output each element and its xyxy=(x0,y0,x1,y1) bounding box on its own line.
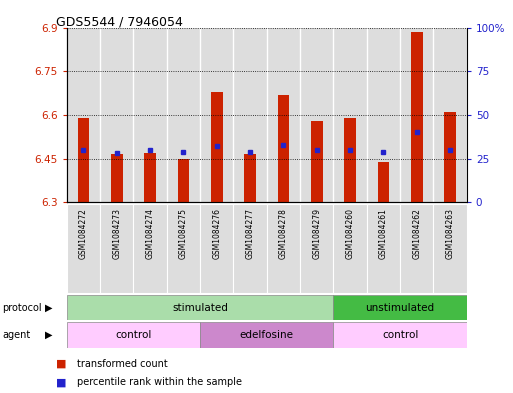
Bar xyxy=(333,28,367,202)
Bar xyxy=(333,204,367,293)
Text: GSM1084277: GSM1084277 xyxy=(246,208,254,259)
Text: GSM1084278: GSM1084278 xyxy=(279,208,288,259)
Text: transformed count: transformed count xyxy=(77,358,168,369)
Bar xyxy=(311,121,323,202)
Bar xyxy=(100,204,133,293)
Text: protocol: protocol xyxy=(3,303,42,312)
Text: GSM1084260: GSM1084260 xyxy=(346,208,354,259)
Text: GSM1084262: GSM1084262 xyxy=(412,208,421,259)
Bar xyxy=(200,204,233,293)
Text: ▶: ▶ xyxy=(45,330,52,340)
Text: GSM1084279: GSM1084279 xyxy=(312,208,321,259)
Bar xyxy=(133,204,167,293)
Bar xyxy=(211,92,223,202)
Text: GSM1084275: GSM1084275 xyxy=(179,208,188,259)
Bar xyxy=(167,28,200,202)
Bar xyxy=(267,28,300,202)
Bar xyxy=(67,204,100,293)
Bar xyxy=(167,204,200,293)
Bar xyxy=(378,162,389,202)
Bar xyxy=(300,204,333,293)
Bar xyxy=(67,28,100,202)
Text: control: control xyxy=(115,330,151,340)
Text: GSM1084274: GSM1084274 xyxy=(146,208,154,259)
Bar xyxy=(67,295,333,320)
Text: GSM1084273: GSM1084273 xyxy=(112,208,121,259)
Bar xyxy=(400,204,433,293)
Text: agent: agent xyxy=(3,330,31,340)
Bar xyxy=(267,204,300,293)
Text: GSM1084263: GSM1084263 xyxy=(446,208,455,259)
Text: GSM1084276: GSM1084276 xyxy=(212,208,221,259)
Bar xyxy=(233,204,267,293)
Text: ■: ■ xyxy=(56,358,67,369)
Text: ▶: ▶ xyxy=(45,303,52,312)
Bar xyxy=(144,153,156,202)
Bar xyxy=(344,118,356,202)
Bar xyxy=(100,28,133,202)
Text: unstimulated: unstimulated xyxy=(366,303,435,312)
Bar xyxy=(77,118,89,202)
Text: edelfosine: edelfosine xyxy=(240,330,294,340)
Text: ■: ■ xyxy=(56,377,67,387)
Bar xyxy=(177,159,189,202)
Bar xyxy=(367,204,400,293)
Bar xyxy=(200,28,233,202)
Bar xyxy=(233,28,267,202)
Text: GSM1084261: GSM1084261 xyxy=(379,208,388,259)
Bar xyxy=(133,28,167,202)
Text: percentile rank within the sample: percentile rank within the sample xyxy=(77,377,242,387)
Bar xyxy=(400,28,433,202)
Bar xyxy=(300,28,333,202)
Bar xyxy=(67,322,200,348)
Bar xyxy=(411,32,423,202)
Bar xyxy=(444,112,456,202)
Bar xyxy=(244,154,256,202)
Text: control: control xyxy=(382,330,418,340)
Bar xyxy=(433,28,467,202)
Bar xyxy=(200,322,333,348)
Bar xyxy=(333,322,467,348)
Text: GDS5544 / 7946054: GDS5544 / 7946054 xyxy=(56,16,183,29)
Text: GSM1084272: GSM1084272 xyxy=(79,208,88,259)
Bar xyxy=(433,204,467,293)
Bar xyxy=(333,295,467,320)
Text: stimulated: stimulated xyxy=(172,303,228,312)
Bar xyxy=(111,154,123,202)
Bar xyxy=(278,95,289,202)
Bar xyxy=(367,28,400,202)
